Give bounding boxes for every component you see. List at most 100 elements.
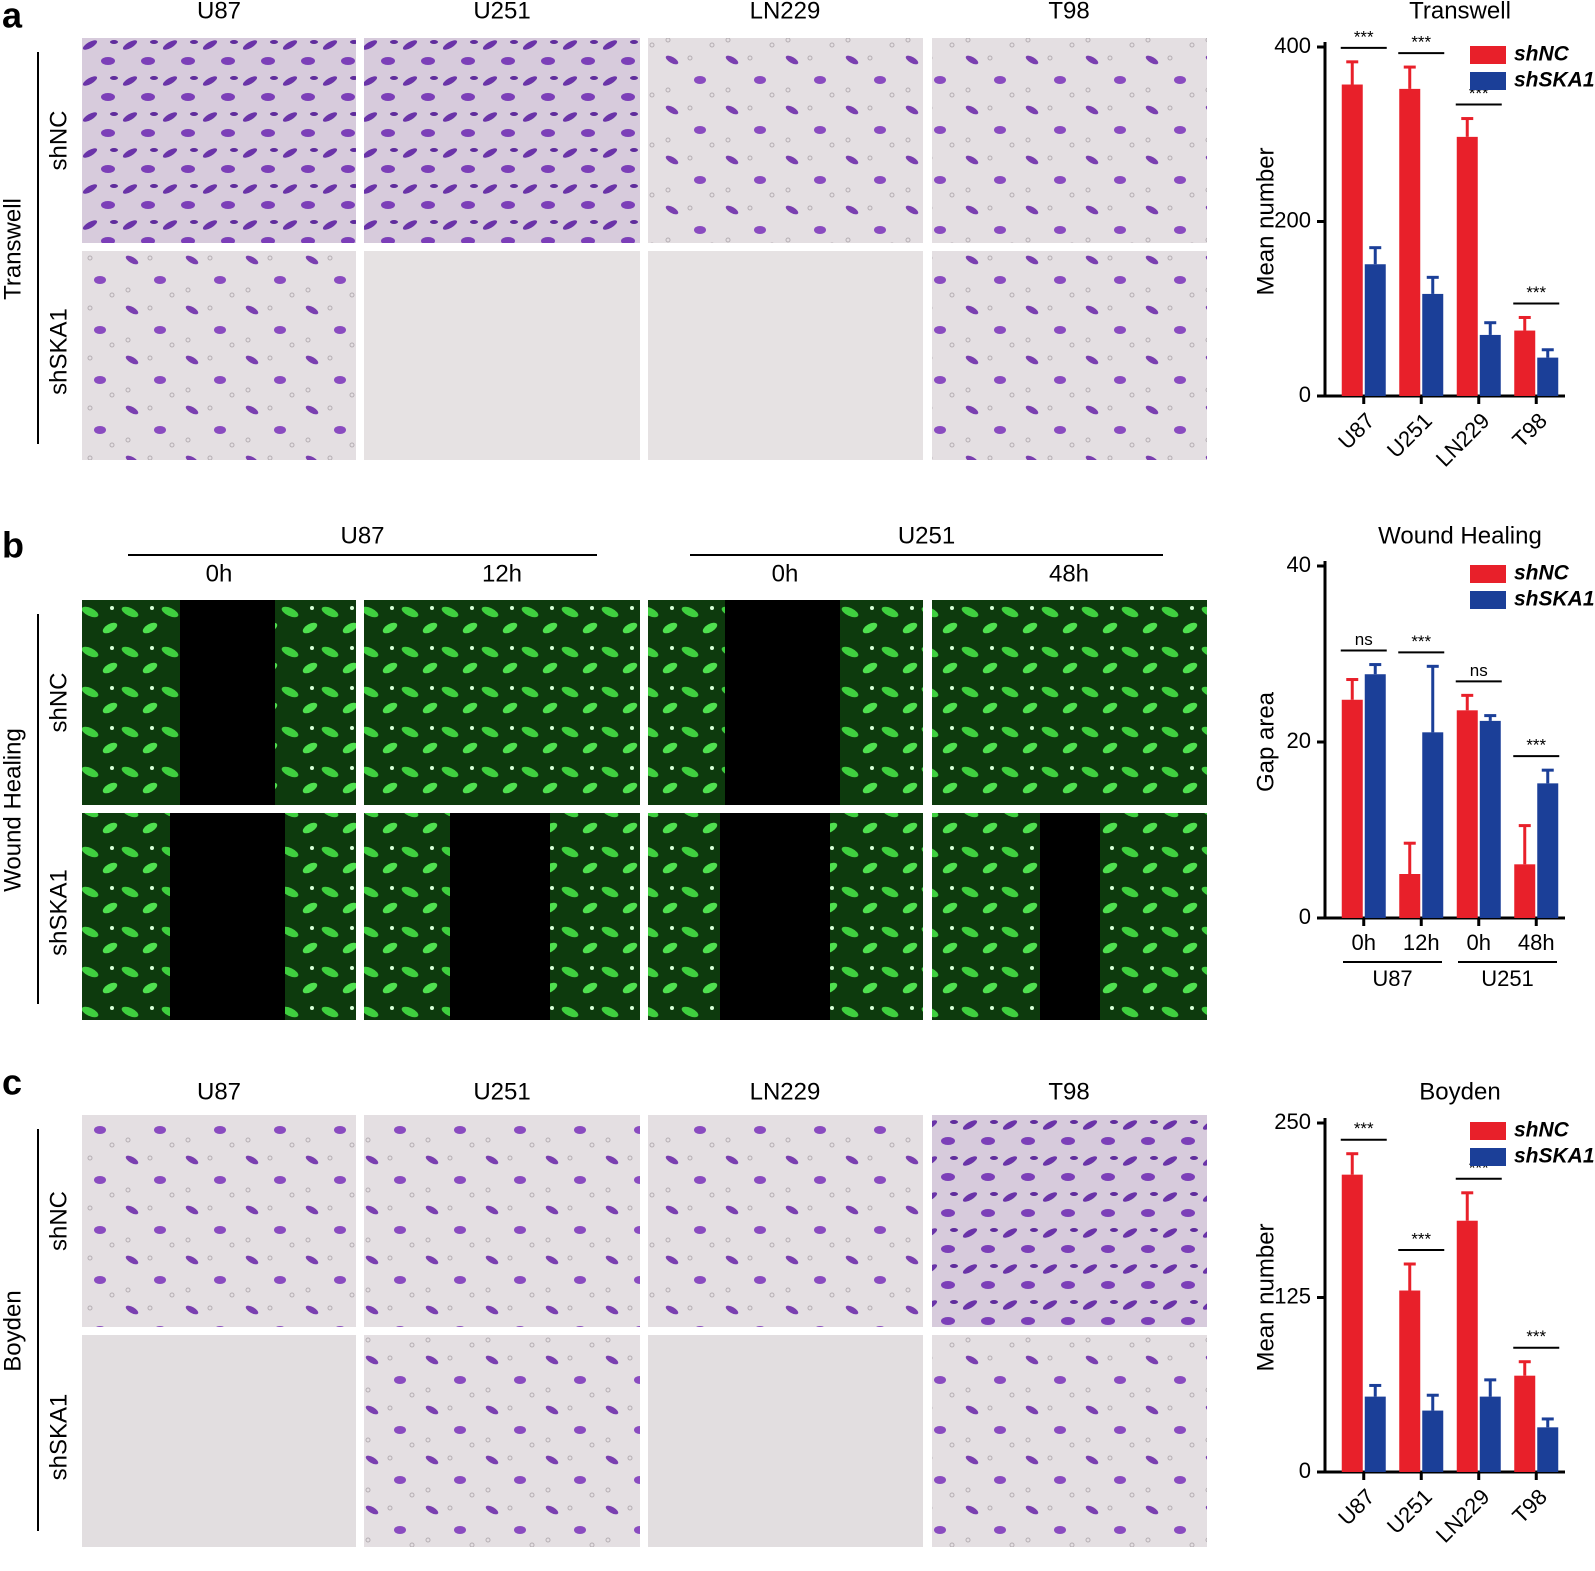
micrograph	[82, 1115, 356, 1327]
y-axis-label: Mean number	[1252, 1223, 1279, 1371]
column-label: LN229	[750, 0, 821, 24]
row-group-label: Transwell	[0, 198, 26, 300]
x-tick-label: LN229	[1431, 408, 1495, 472]
bar	[1514, 330, 1536, 396]
bar	[1422, 732, 1444, 918]
bar	[1479, 1396, 1501, 1472]
x-tick-label: 48h	[1518, 930, 1555, 955]
x-tick-label: LN229	[1431, 1484, 1495, 1548]
bar	[1422, 1410, 1444, 1472]
micrograph	[82, 1335, 356, 1547]
micrograph	[364, 251, 640, 460]
bar	[1479, 720, 1501, 918]
row-group-label: Boyden	[0, 1290, 26, 1371]
wound-gap	[180, 600, 275, 805]
column-label: T98	[1048, 1078, 1089, 1105]
micrograph	[648, 1115, 923, 1327]
wound-gap	[450, 813, 550, 1020]
bar	[1364, 674, 1386, 918]
micrographs	[82, 38, 1207, 1547]
significance-label: ***	[1354, 27, 1374, 46]
legend-swatch	[1470, 46, 1506, 64]
legend-label: shSKA1	[1514, 1145, 1595, 1168]
bar	[1399, 874, 1421, 918]
legend-label: shSKA1	[1514, 588, 1595, 611]
bar	[1537, 1427, 1559, 1472]
bar	[1341, 699, 1363, 918]
x-tick-label: T98	[1507, 1484, 1551, 1528]
significance-label: ***	[1526, 1327, 1546, 1346]
column-label: U251	[473, 0, 530, 24]
x-tick-label: T98	[1507, 408, 1551, 452]
legend-swatch	[1470, 72, 1506, 90]
legend-label: shNC	[1514, 1119, 1570, 1142]
legend-label: shNC	[1514, 562, 1570, 585]
time-label: 0h	[772, 560, 799, 587]
bar	[1514, 864, 1536, 918]
bar	[1399, 88, 1421, 396]
category-group-label: U251	[1481, 966, 1534, 991]
significance-label: ***	[1411, 632, 1431, 651]
row-label: shSKA1	[45, 1394, 72, 1481]
panel-letter: a	[2, 0, 23, 36]
micrograph	[932, 600, 1207, 805]
bar	[1537, 783, 1559, 918]
wound-gap	[720, 813, 830, 1020]
x-tick-label: U251	[1382, 408, 1437, 463]
bar	[1456, 1220, 1478, 1472]
row-label: shSKA1	[45, 308, 72, 395]
significance-label: ***	[1411, 1229, 1431, 1248]
significance-label: ***	[1526, 283, 1546, 302]
micrograph	[364, 1115, 640, 1327]
legend-label: shNC	[1514, 43, 1570, 66]
row-label: shNC	[45, 672, 72, 732]
bar	[1341, 1174, 1363, 1472]
wound-gap	[725, 600, 840, 805]
bar	[1364, 264, 1386, 396]
legend-swatch	[1470, 1148, 1506, 1166]
x-tick-label: 12h	[1403, 930, 1440, 955]
x-tick-label: U87	[1333, 1484, 1379, 1530]
row-group-label: Wound Healing	[0, 728, 26, 892]
micrograph	[648, 251, 923, 460]
column-label: U87	[197, 1078, 241, 1105]
significance-label: ***	[1411, 33, 1431, 52]
panel-letter: c	[2, 1062, 22, 1103]
significance-label: ***	[1526, 736, 1546, 755]
x-tick-label: U251	[1382, 1484, 1437, 1539]
micrograph	[648, 38, 923, 243]
micrograph	[932, 38, 1207, 243]
bar	[1456, 136, 1478, 396]
legend-swatch	[1470, 565, 1506, 583]
y-axis-label: Gap area	[1252, 691, 1279, 792]
x-tick-label: 0h	[1352, 930, 1376, 955]
y-tick-label: 0	[1299, 1458, 1311, 1483]
time-label: 12h	[482, 560, 522, 587]
micrograph	[364, 1335, 640, 1547]
micrograph	[82, 251, 356, 460]
legend-swatch	[1470, 591, 1506, 609]
y-tick-label: 125	[1274, 1283, 1311, 1308]
significance-label: ***	[1354, 1119, 1374, 1138]
y-tick-label: 0	[1299, 904, 1311, 929]
bar	[1514, 1375, 1536, 1472]
micrograph	[364, 38, 640, 243]
time-label: 48h	[1049, 560, 1089, 587]
column-label: T98	[1048, 0, 1089, 24]
y-axis-label: Mean number	[1252, 147, 1279, 295]
micrograph	[932, 1115, 1207, 1327]
panel-letter: b	[2, 525, 24, 566]
group-label: U251	[898, 522, 955, 549]
micrograph	[82, 38, 356, 243]
column-label: U87	[197, 0, 241, 24]
bar	[1364, 1396, 1386, 1472]
y-tick-label: 400	[1274, 33, 1311, 58]
wound-gap	[170, 813, 285, 1020]
chart-title: Boyden	[1419, 1078, 1500, 1105]
wound-gap	[1040, 813, 1100, 1020]
y-tick-label: 250	[1274, 1109, 1311, 1134]
row-label: shNC	[45, 110, 72, 170]
y-tick-label: 20	[1287, 728, 1311, 753]
micrograph	[932, 251, 1207, 460]
